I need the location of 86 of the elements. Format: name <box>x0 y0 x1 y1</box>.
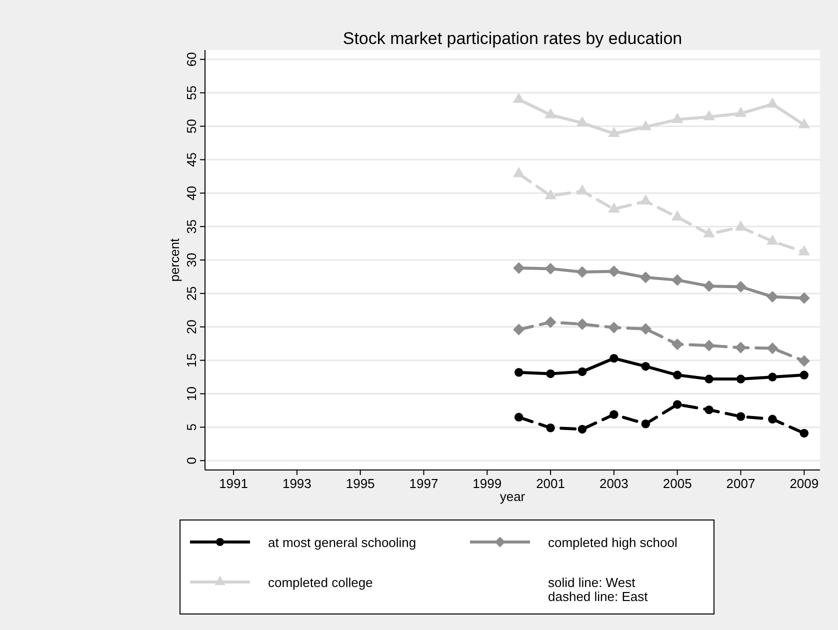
point <box>671 112 684 123</box>
x-tick-label: 2003 <box>599 476 628 491</box>
point <box>798 118 810 128</box>
y-tick-label: 45 <box>184 152 199 167</box>
point <box>800 370 809 380</box>
point <box>766 97 778 108</box>
x-tick-label: 1997 <box>409 476 438 491</box>
legend-label: at most general schooling <box>268 535 416 550</box>
point <box>640 272 652 284</box>
y-tick-label: 55 <box>184 86 199 100</box>
point <box>768 414 777 424</box>
point <box>703 280 715 292</box>
point <box>576 116 588 126</box>
point <box>798 245 810 256</box>
y-tick-label: 35 <box>184 219 199 234</box>
text: dashed line: East <box>548 589 648 604</box>
point <box>610 354 618 363</box>
x-tick-label: 1993 <box>282 476 312 491</box>
point <box>544 189 556 200</box>
point <box>641 362 650 371</box>
y-tick-label: 60 <box>184 52 199 67</box>
point <box>544 316 556 328</box>
x-tick-label: 1999 <box>472 476 502 491</box>
x-tick-label: 2007 <box>726 476 756 491</box>
point <box>672 370 682 380</box>
point <box>578 367 587 376</box>
point <box>734 342 747 354</box>
point <box>608 202 620 213</box>
point <box>703 110 715 120</box>
point <box>766 290 778 303</box>
point <box>544 108 556 118</box>
point <box>704 405 714 414</box>
point <box>641 419 650 428</box>
x-tick-label: 2005 <box>662 476 692 491</box>
point <box>640 323 652 335</box>
point <box>766 342 778 354</box>
y-tick-label: 25 <box>184 286 199 301</box>
y-tick-label: 20 <box>184 320 199 334</box>
point <box>610 410 618 419</box>
point <box>672 338 684 350</box>
point <box>514 412 524 422</box>
y-tick-label: 0 <box>184 457 199 464</box>
y-tick-label: 30 <box>184 252 199 268</box>
point <box>514 368 524 377</box>
point <box>766 234 778 245</box>
y-axis-title: percent <box>167 238 182 282</box>
y-tick-label: 15 <box>184 353 199 368</box>
point <box>608 126 620 137</box>
x-axis-title: year <box>500 489 526 504</box>
point <box>672 274 684 286</box>
point <box>578 424 587 434</box>
chart-title: Stock market participation rates by education <box>342 29 682 48</box>
point <box>703 227 715 238</box>
x-tick-label: 2009 <box>790 476 819 491</box>
point <box>544 262 556 275</box>
point <box>703 340 715 352</box>
x-tick-label: 1995 <box>346 476 375 491</box>
point <box>734 280 747 293</box>
point <box>704 374 714 384</box>
point <box>513 324 525 336</box>
point <box>546 369 555 378</box>
y-tick-label: 10 <box>184 386 199 401</box>
x-tick-label: 1991 <box>219 476 248 491</box>
point <box>734 106 747 117</box>
y-tick-label: 50 <box>184 119 199 134</box>
point <box>672 400 682 409</box>
point <box>576 318 588 330</box>
point <box>513 262 525 274</box>
point <box>640 120 652 130</box>
y-tick-label: 5 <box>184 424 199 431</box>
legend-label: completed high school <box>548 535 678 550</box>
point <box>736 412 746 421</box>
text: solid line: West <box>548 575 636 590</box>
point <box>800 428 809 438</box>
point <box>798 355 810 367</box>
point <box>608 266 620 278</box>
x-tick-label: 2001 <box>536 476 565 491</box>
point <box>768 372 777 382</box>
y-tick-label: 40 <box>184 186 199 200</box>
point <box>546 424 555 432</box>
point <box>576 266 588 278</box>
point <box>512 166 525 178</box>
legend-label: completed college <box>268 575 373 590</box>
point <box>608 322 620 334</box>
point <box>736 374 746 384</box>
point <box>798 292 810 304</box>
